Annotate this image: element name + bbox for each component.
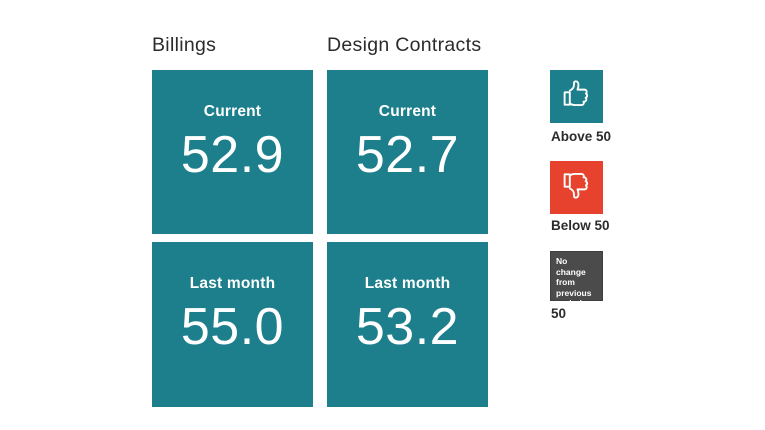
- card-value: 55.0: [180, 298, 285, 356]
- card-label: Current: [203, 103, 262, 120]
- card-value: 52.7: [355, 126, 460, 184]
- card-billings-current: Current 52.9: [152, 70, 313, 234]
- card-label: Last month: [364, 275, 451, 292]
- legend-below-50-swatch: [550, 161, 603, 214]
- no-change-box-text: No change from previous period: [556, 256, 592, 308]
- legend-label-above-50: Above 50: [551, 129, 612, 144]
- card-label: Current: [378, 103, 437, 120]
- column-header-design-contracts: Design Contracts: [327, 34, 482, 56]
- card-design-contracts-last-month: Last month 53.2: [327, 242, 488, 407]
- card-value: 52.9: [180, 126, 285, 184]
- card-design-contracts-current: Current 52.7: [327, 70, 488, 234]
- legend-label-below-50: Below 50: [551, 218, 610, 233]
- thumbs-up-icon: [559, 76, 595, 117]
- legend-no-change-swatch: No change from previous period: [550, 251, 603, 308]
- card-label: Last month: [189, 275, 276, 292]
- column-header-billings: Billings: [152, 34, 217, 56]
- thumbs-down-icon: [559, 167, 595, 208]
- card-billings-last-month: Last month 55.0: [152, 242, 313, 407]
- legend-label-50: 50: [551, 306, 567, 321]
- card-value: 53.2: [355, 298, 460, 356]
- legend-above-50-swatch: [550, 70, 603, 123]
